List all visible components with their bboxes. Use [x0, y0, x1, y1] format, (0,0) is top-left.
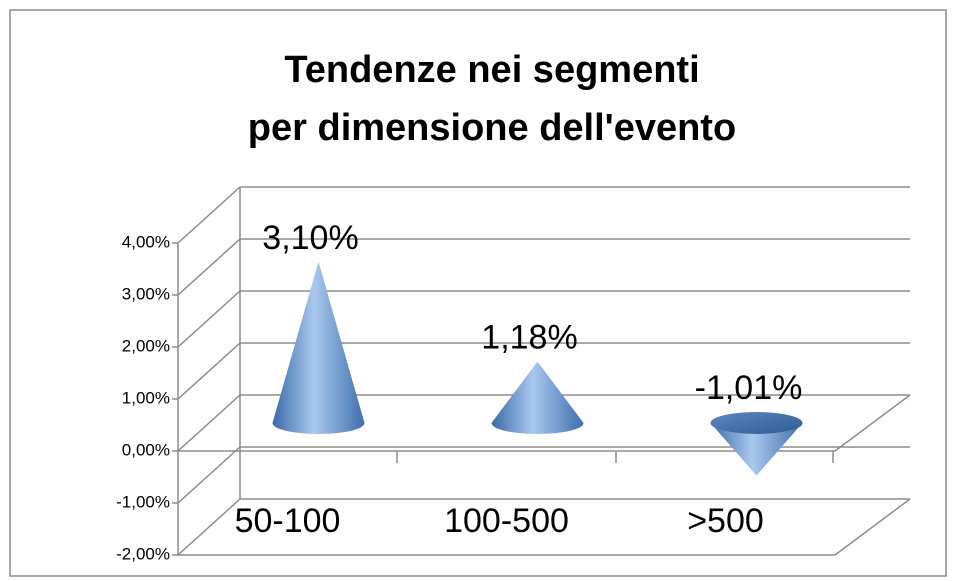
x-tick-label: 50-100	[235, 502, 341, 540]
y-tick-label: -1,00%	[116, 492, 170, 511]
chart-border	[9, 9, 947, 577]
cone	[710, 423, 803, 476]
grid-line	[177, 342, 910, 400]
y-tick-label: 1,00%	[122, 388, 170, 407]
chart-title: per dimensione dell'evento	[248, 107, 736, 149]
data-label: -1,01%	[695, 369, 803, 407]
y-tick-label: -2,00%	[116, 544, 170, 563]
y-tick-label: 3,00%	[122, 284, 170, 303]
y-tick-label: 2,00%	[122, 336, 170, 355]
y-tick-label: 4,00%	[122, 232, 170, 251]
cone-top	[710, 412, 803, 434]
grid-line	[177, 290, 910, 348]
grid-line	[177, 394, 910, 452]
cone	[272, 261, 365, 435]
data-label: 1,18%	[481, 319, 577, 357]
grid-line	[177, 186, 910, 244]
data-label: 3,10%	[262, 219, 358, 257]
x-tick-label: 100-500	[444, 502, 569, 540]
grid-line	[177, 238, 910, 296]
cone	[491, 361, 584, 435]
y-tick-label: 0,00%	[122, 440, 170, 459]
grid-line	[177, 446, 910, 504]
grid-line	[177, 498, 910, 556]
floor-edge	[178, 498, 911, 556]
x-tick-label: >500	[687, 502, 764, 540]
chart-title: Tendenze nei segmenti	[284, 49, 699, 91]
